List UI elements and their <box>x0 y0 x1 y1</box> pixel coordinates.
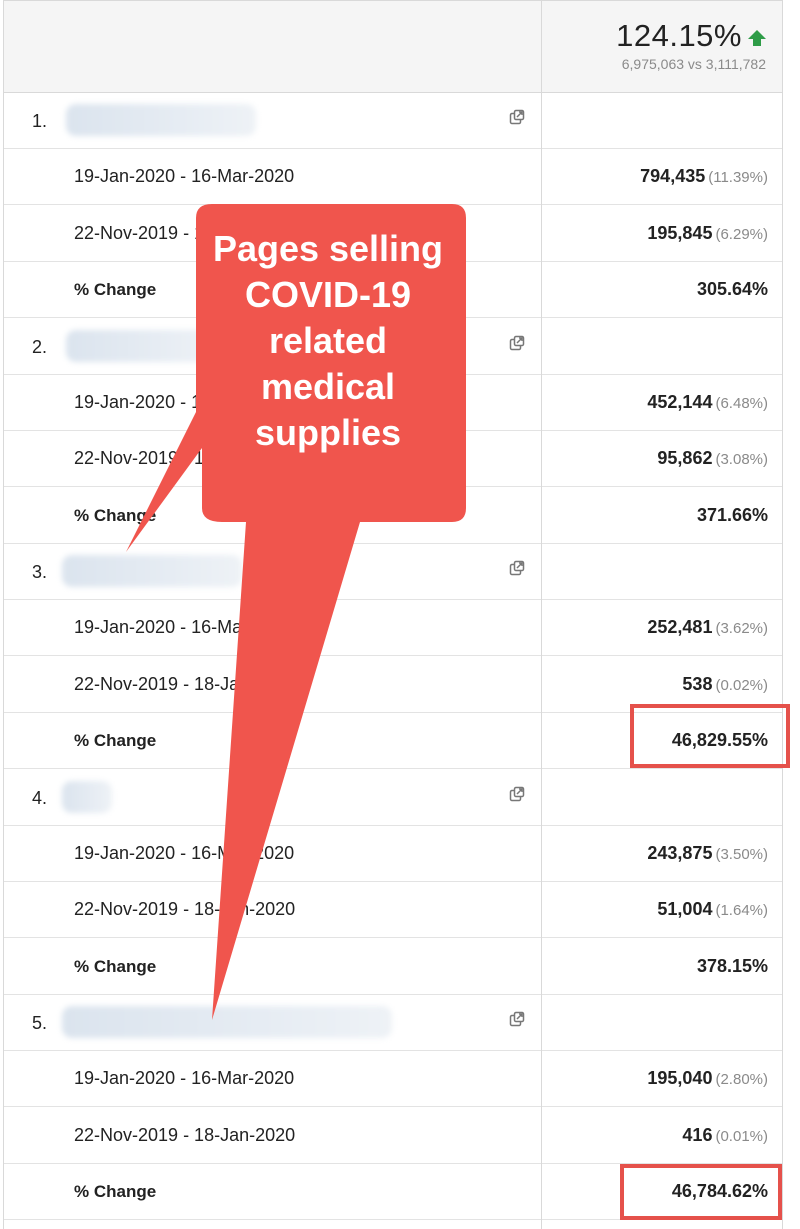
metric-cell: 452,144 (6.48%) <box>647 392 768 413</box>
open-link-icon[interactable] <box>509 560 525 576</box>
metric-cell: 416 (0.01%) <box>682 1125 768 1146</box>
metric-value: 452,144 <box>647 391 713 412</box>
metric-value: 538 <box>682 673 713 694</box>
trend-up-arrow-stem <box>753 38 761 46</box>
date-range-label: 19-Jan-2020 - 16-Mar-2020 <box>74 842 295 863</box>
page-row-4[interactable]: 4. <box>4 770 782 826</box>
metric-cell: 371.66% <box>697 505 768 526</box>
data-row: 19-Jan-2020 - 16-Mar-2020 794,435 (11.39%) <box>4 149 782 205</box>
column-divider <box>541 0 542 1229</box>
redacted-page-url <box>66 329 216 362</box>
metric-cell: 195,040 (2.80%) <box>647 1068 768 1089</box>
trend-up-arrow-icon <box>748 30 766 39</box>
metric-value: 46,829.55% <box>671 730 768 750</box>
data-row: 19-Jan-2020 - 16-Mar-2020 252,481 (3.62%) <box>4 600 782 656</box>
data-row: % Change 378.15% <box>4 939 782 995</box>
date-range-label: 19-Jan-2020 - 16-Mar-2020 <box>74 166 295 186</box>
date-range-label: 19-Jan-2020 - 16-Mar-2020 <box>74 617 295 637</box>
callout-text: Pages selling COVID-19 related medical s… <box>212 228 444 453</box>
date-range-label: 22-Nov-2019 - 18-Jan-2020 <box>74 899 296 919</box>
row-index: 1. <box>32 111 48 131</box>
metric-cell: 252,481 (3.62%) <box>647 617 768 638</box>
percent-change-label: % Change <box>74 1182 157 1201</box>
metric-value: 195,040 <box>647 1068 713 1088</box>
metric-cell: 794,435 (11.39%) <box>640 166 768 187</box>
highlight-box-3 <box>630 704 790 768</box>
data-row: 22-Nov-2019 - 18-Jan-2020 51,004 (1.64%) <box>4 882 782 938</box>
redacted-page-url <box>62 555 242 587</box>
metric-value: 195,845 <box>647 222 713 243</box>
metric-share: (3.62%) <box>715 620 768 637</box>
percent-change-label: % Change <box>74 280 157 299</box>
metric-cell: 305.64% <box>697 279 768 300</box>
metric-value: 243,875 <box>647 842 713 863</box>
metric-cell: 51,004 (1.64%) <box>657 899 768 920</box>
row-index: 5. <box>32 1013 48 1033</box>
percent-change-label: % Change <box>74 731 157 750</box>
metric-share: (6.48%) <box>715 394 768 412</box>
page-row-3[interactable]: 3. <box>4 544 782 600</box>
page-row-5[interactable]: 5. <box>4 995 782 1051</box>
open-link-icon[interactable] <box>509 109 525 125</box>
percent-change-label: % Change <box>74 505 157 525</box>
redacted-page-url <box>62 1006 392 1038</box>
metric-value: 305.64% <box>696 279 768 299</box>
data-row: 19-Jan-2020 - 16-Mar-2020 195,040 (2.80%) <box>4 1051 782 1107</box>
metric-share: (0.02%) <box>715 676 768 694</box>
metric-cell: 378.15% <box>697 956 768 977</box>
metric-value: 794,435 <box>640 166 706 186</box>
data-row: % Change 46,784.62% <box>4 1164 782 1220</box>
date-range-label: 22-Nov-2019 - 18-Jan-2020 <box>74 673 296 694</box>
metric-share: (2.80%) <box>715 1071 768 1088</box>
data-row: 19-Jan-2020 - 16-Mar-2020 243,875 (3.50%) <box>4 826 782 882</box>
metric-cell: 538 (0.02%) <box>682 674 768 695</box>
metric-value: 416 <box>682 1124 713 1145</box>
highlight-box-5 <box>620 1164 782 1220</box>
open-link-icon[interactable] <box>509 1011 525 1027</box>
metric-share: (11.39%) <box>708 169 768 186</box>
metric-value: 51,004 <box>657 899 713 919</box>
metric-cell: 46,829.55% <box>672 730 768 751</box>
metric-value: 252,481 <box>647 617 713 637</box>
metric-cell: 243,875 (3.50%) <box>647 843 768 864</box>
metric-share: (1.64%) <box>715 902 768 919</box>
metric-value: 371.66% <box>696 504 768 525</box>
metric-cell: 46,784.62% <box>672 1181 768 1202</box>
redacted-page-url <box>62 780 112 813</box>
metric-share: (3.08%) <box>715 451 768 468</box>
page-row-1[interactable]: 1. <box>4 93 782 149</box>
summary-comparison: 6,975,063 vs 3,111,782 <box>621 56 766 72</box>
row-index: 2. <box>32 336 48 357</box>
table-right-border <box>782 0 783 1229</box>
metric-value: 46,784.62% <box>671 1181 768 1201</box>
open-link-icon[interactable] <box>509 335 525 351</box>
metric-cell: 95,862 (3.08%) <box>657 448 768 469</box>
summary-header <box>4 0 782 93</box>
data-row: 22-Nov-2019 - 18-Jan-2020 416 (0.01%) <box>4 1108 782 1164</box>
metric-value: 378.15% <box>696 955 768 976</box>
metric-value: 95,862 <box>657 448 713 468</box>
metric-share: (6.29%) <box>715 225 768 243</box>
date-range-label: 22-Nov-2019 - 18-Jan-2020 <box>74 1124 296 1145</box>
percent-change-label: % Change <box>74 956 157 976</box>
row-index: 3. <box>32 562 48 582</box>
open-link-icon[interactable] <box>509 786 525 802</box>
summary-change-percent: 124.15% <box>616 18 742 53</box>
metric-share: (3.50%) <box>715 845 768 863</box>
metric-cell: 195,845 (6.29%) <box>647 223 768 244</box>
date-range-label: 19-Jan-2020 - 16-Mar-2020 <box>74 1068 295 1088</box>
table-left-border <box>3 0 4 1229</box>
data-row: % Change 371.66% <box>4 488 782 544</box>
redacted-page-url <box>66 104 256 136</box>
metric-share: (0.01%) <box>715 1127 768 1145</box>
row-index: 4. <box>32 787 48 808</box>
